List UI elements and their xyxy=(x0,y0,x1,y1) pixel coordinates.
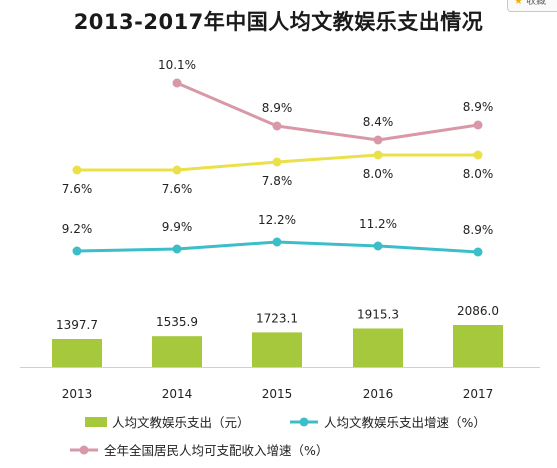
x-tick-label: 2015 xyxy=(262,387,293,401)
line-data-label: 12.2% xyxy=(258,213,296,227)
bar xyxy=(252,332,302,367)
bar xyxy=(453,325,503,367)
series-line xyxy=(176,81,479,142)
line-data-label: 7.8% xyxy=(262,174,293,188)
line-data-label: 8.4% xyxy=(363,115,394,129)
legend: 人均文教娱乐支出（元） 人均文教娱乐支出增速（%） 全年全国居民人均可支配收入增速（… xyxy=(70,415,486,458)
bar xyxy=(52,339,102,367)
legend-label: 全年全国居民人均可支配收入增速（%） xyxy=(104,443,328,458)
data-point xyxy=(373,150,383,160)
line-data-label: 8.0% xyxy=(463,167,494,181)
line-data-label: 7.6% xyxy=(162,182,193,196)
x-tick-label: 2014 xyxy=(162,387,193,401)
data-point xyxy=(272,121,282,131)
legend-swatch xyxy=(85,417,107,427)
bar-data-label: 1397.7 xyxy=(56,318,98,332)
favorite-label: 收藏 xyxy=(526,0,547,7)
data-point xyxy=(373,241,383,251)
data-point xyxy=(172,165,182,175)
line-data-label: 8.0% xyxy=(363,167,394,181)
x-axis: 2013 2014 2015 2016 2017 xyxy=(20,367,540,401)
data-point xyxy=(473,247,483,257)
data-point xyxy=(473,120,483,130)
legend-label: 人均文教娱乐支出增速（%） xyxy=(324,415,486,430)
line-data-label: 8.9% xyxy=(262,101,293,115)
data-point xyxy=(172,244,182,254)
bar-data-label: 1915.3 xyxy=(357,307,399,321)
line-data-label: 8.9% xyxy=(463,223,494,237)
bar xyxy=(353,328,403,367)
star-icon: ★ xyxy=(514,0,523,7)
favorite-badge[interactable]: ★ 收藏 xyxy=(507,0,557,12)
bar-data-label: 1535.9 xyxy=(156,315,198,329)
line-data-label: 9.2% xyxy=(62,222,93,236)
data-point xyxy=(272,157,282,167)
x-tick-label: 2013 xyxy=(62,387,93,401)
bar-series: 1397.7 1535.9 1723.1 1915.3 2086.0 xyxy=(52,304,503,367)
x-tick-label: 2016 xyxy=(363,387,394,401)
data-point xyxy=(272,237,282,247)
line-series-group: 9.2% 9.9% 12.2% 11.2% 8.9% 7.6% 7.6% 7.8% 8.0% 8.… xyxy=(62,58,494,257)
line-data-label: 7.6% xyxy=(62,182,93,196)
legend-swatch xyxy=(299,417,309,427)
legend-swatch xyxy=(79,445,89,455)
data-point xyxy=(72,165,82,175)
bar xyxy=(152,336,202,367)
line-data-label: 8.9% xyxy=(463,100,494,114)
data-point xyxy=(172,78,182,88)
data-point xyxy=(373,135,383,145)
data-point xyxy=(72,246,82,256)
chart-title: 2013-2017年中国人均文教娱乐支出情况 xyxy=(73,10,484,34)
bar-data-label: 2086.0 xyxy=(457,304,499,318)
line-data-label: 11.2% xyxy=(359,217,397,231)
line-data-label: 10.1% xyxy=(158,58,196,72)
bar-data-label: 1723.1 xyxy=(256,311,298,325)
x-tick-label: 2017 xyxy=(463,387,494,401)
legend-label: 人均文教娱乐支出（元） xyxy=(112,415,250,430)
data-point xyxy=(473,150,483,160)
line-data-label: 9.9% xyxy=(162,220,193,234)
